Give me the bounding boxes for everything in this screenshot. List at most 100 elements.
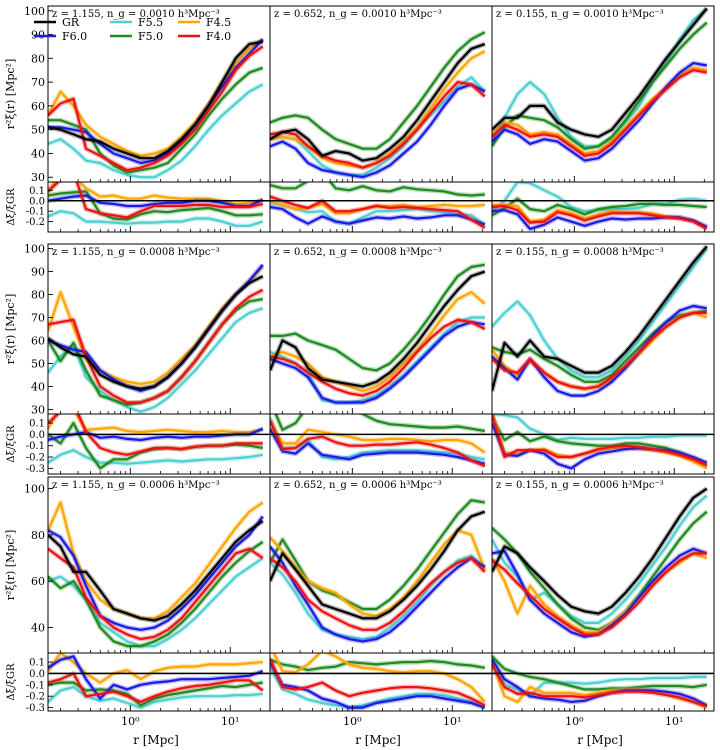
ratio-panel-frame	[491, 181, 715, 233]
y-tick-label: 50	[31, 124, 45, 137]
ratio-panel-frame	[491, 652, 715, 712]
plot-area: z = 1.155, n_g = 0.0010 h³Mpc⁻³ 30 40 50 60 7…	[4, 5, 715, 728]
series-line-F5.0	[492, 510, 708, 631]
series-line-F4.5	[270, 529, 486, 618]
ratio-line-F4.0	[492, 414, 708, 466]
series-line-GR	[48, 520, 264, 622]
ratio-y-tick-label: 0.0	[29, 196, 45, 207]
y-tick-label: 40	[31, 147, 45, 160]
ratio-line-F6.0	[492, 422, 708, 470]
ratio-line-F5.0	[270, 658, 485, 672]
ratio-y-tick-label: -0.1	[26, 680, 45, 691]
ratio-line-F5.5	[48, 210, 264, 227]
ratio-line-F4.0	[270, 195, 486, 229]
y-tick-label: 50	[31, 357, 45, 370]
series-line-F4.0	[270, 318, 486, 397]
x-tick-label: 10¹	[665, 715, 683, 728]
y-tick-label: 100	[24, 243, 45, 256]
ratio-line-F5.5	[48, 449, 263, 465]
legend-label-F5.5: F5.5	[138, 16, 163, 29]
y-tick-label: 80	[31, 289, 45, 302]
legend-label-F4.0: F4.0	[206, 30, 231, 43]
ratio-y-tick-label: 0.1	[29, 186, 45, 197]
series-line-F5.5	[48, 83, 264, 179]
panel-annotation: z = 1.155, n_g = 0.0008 h³Mpc⁻³	[52, 247, 220, 258]
y-tick-label: 30	[31, 171, 45, 184]
series-line-F6.0	[48, 515, 264, 631]
ratio-line-F4.0	[270, 420, 486, 468]
ratio-line-F6.0	[270, 205, 486, 226]
panel-annotation: z = 1.155, n_g = 0.0010 h³Mpc⁻³	[52, 9, 220, 20]
series-band-F4.5	[270, 289, 487, 394]
y-tick-label: 30	[31, 403, 45, 416]
legend-label-F5.0: F5.0	[138, 30, 163, 43]
ratio-panel-series	[48, 414, 270, 471]
ratio-panel-series	[492, 654, 714, 710]
y-tick-label: 60	[31, 334, 45, 347]
legend: GR F5.5 F4.5 F6.0 F5.0 F4.0	[34, 16, 231, 43]
panel-annotation: z = 0.652, n_g = 0.0008 h³Mpc⁻³	[274, 247, 442, 258]
ratio-line-F5.0	[492, 655, 707, 691]
ratio-y-tick-label: -0.1	[26, 207, 45, 218]
ratio-line-F5.0	[492, 197, 707, 217]
ratio-y-axis-label: Δξ/ξGR	[6, 425, 17, 463]
ratio-line-F5.5	[492, 414, 707, 442]
series-line-F5.5	[270, 76, 486, 176]
ratio-line-F5.5	[270, 201, 486, 226]
ratio-y-tick-label: -0.1	[26, 441, 45, 452]
ratio-line-F4.5	[48, 182, 264, 205]
y-tick-label: 40	[31, 622, 45, 635]
x-tick-label: 10⁰	[121, 715, 140, 728]
series-line-GR	[270, 270, 486, 388]
ratio-panel-series	[492, 414, 714, 471]
ratio-line-F6.0	[48, 655, 264, 700]
series-line-GR	[492, 7, 708, 138]
ratio-line-F4.0	[492, 204, 708, 230]
series-line-F4.0	[492, 69, 707, 157]
main-panel-frame	[47, 243, 271, 415]
y-axis-label: r²ξ(r) [Mpc²]	[4, 59, 17, 130]
x-axis-label-left: r [Mpc]	[133, 733, 179, 747]
panel-annotation: z = 0.155, n_g = 0.0010 h³Mpc⁻³	[496, 9, 664, 20]
panel-annotation: z = 0.155, n_g = 0.0008 h³Mpc⁻³	[496, 247, 664, 258]
legend-label-F4.5: F4.5	[206, 16, 231, 29]
series-band-F6.0	[48, 37, 265, 166]
series-line-F4.0	[270, 556, 486, 631]
series-line-GR	[48, 275, 264, 390]
series-line-F4.0	[48, 45, 264, 172]
series-line-F6.0	[48, 38, 264, 165]
ratio-y-tick-label: -0.2	[26, 217, 45, 228]
series-line-F5.5	[492, 247, 708, 379]
x-axis-label-right: r [Mpc]	[577, 733, 623, 747]
series-line-F6.0	[270, 545, 486, 643]
legend-label-F6.0: F6.0	[62, 30, 87, 43]
ratio-line-F5.0	[492, 416, 708, 468]
series-line-F6.0	[270, 321, 485, 404]
main-panel-series	[270, 262, 487, 405]
main-panel-series	[48, 500, 265, 649]
ratio-y-tick-label: -0.3	[26, 464, 45, 475]
y-tick-label: 40	[31, 380, 45, 393]
series-line-F5.0	[270, 499, 485, 611]
panel-annotation: z = 0.652, n_g = 0.0010 h³Mpc⁻³	[274, 9, 442, 20]
ratio-y-axis-label: Δξ/ξGR	[6, 188, 17, 226]
y-tick-label: 70	[31, 76, 45, 89]
x-axis-label-middle: r [Mpc]	[355, 733, 401, 747]
x-tick-label: 10¹	[221, 715, 239, 728]
ratio-line-F4.0	[48, 182, 264, 219]
y-tick-label: 80	[31, 52, 45, 65]
ratio-y-tick-label: 0.0	[29, 669, 45, 680]
y-tick-label: 100	[24, 5, 45, 18]
x-tick-label: 10⁰	[565, 715, 584, 728]
ratio-line-F5.0	[48, 190, 263, 221]
series-line-F5.0	[492, 21, 708, 150]
series-line-F4.0	[492, 311, 707, 390]
series-line-F5.0	[48, 540, 264, 648]
series-band-GR	[48, 39, 264, 161]
series-line-F5.0	[270, 31, 486, 150]
series-line-F4.0	[48, 547, 264, 641]
main-panel-series	[492, 244, 709, 399]
series-line-F4.0	[270, 80, 486, 169]
ratio-y-tick-label: 0.1	[29, 419, 45, 430]
